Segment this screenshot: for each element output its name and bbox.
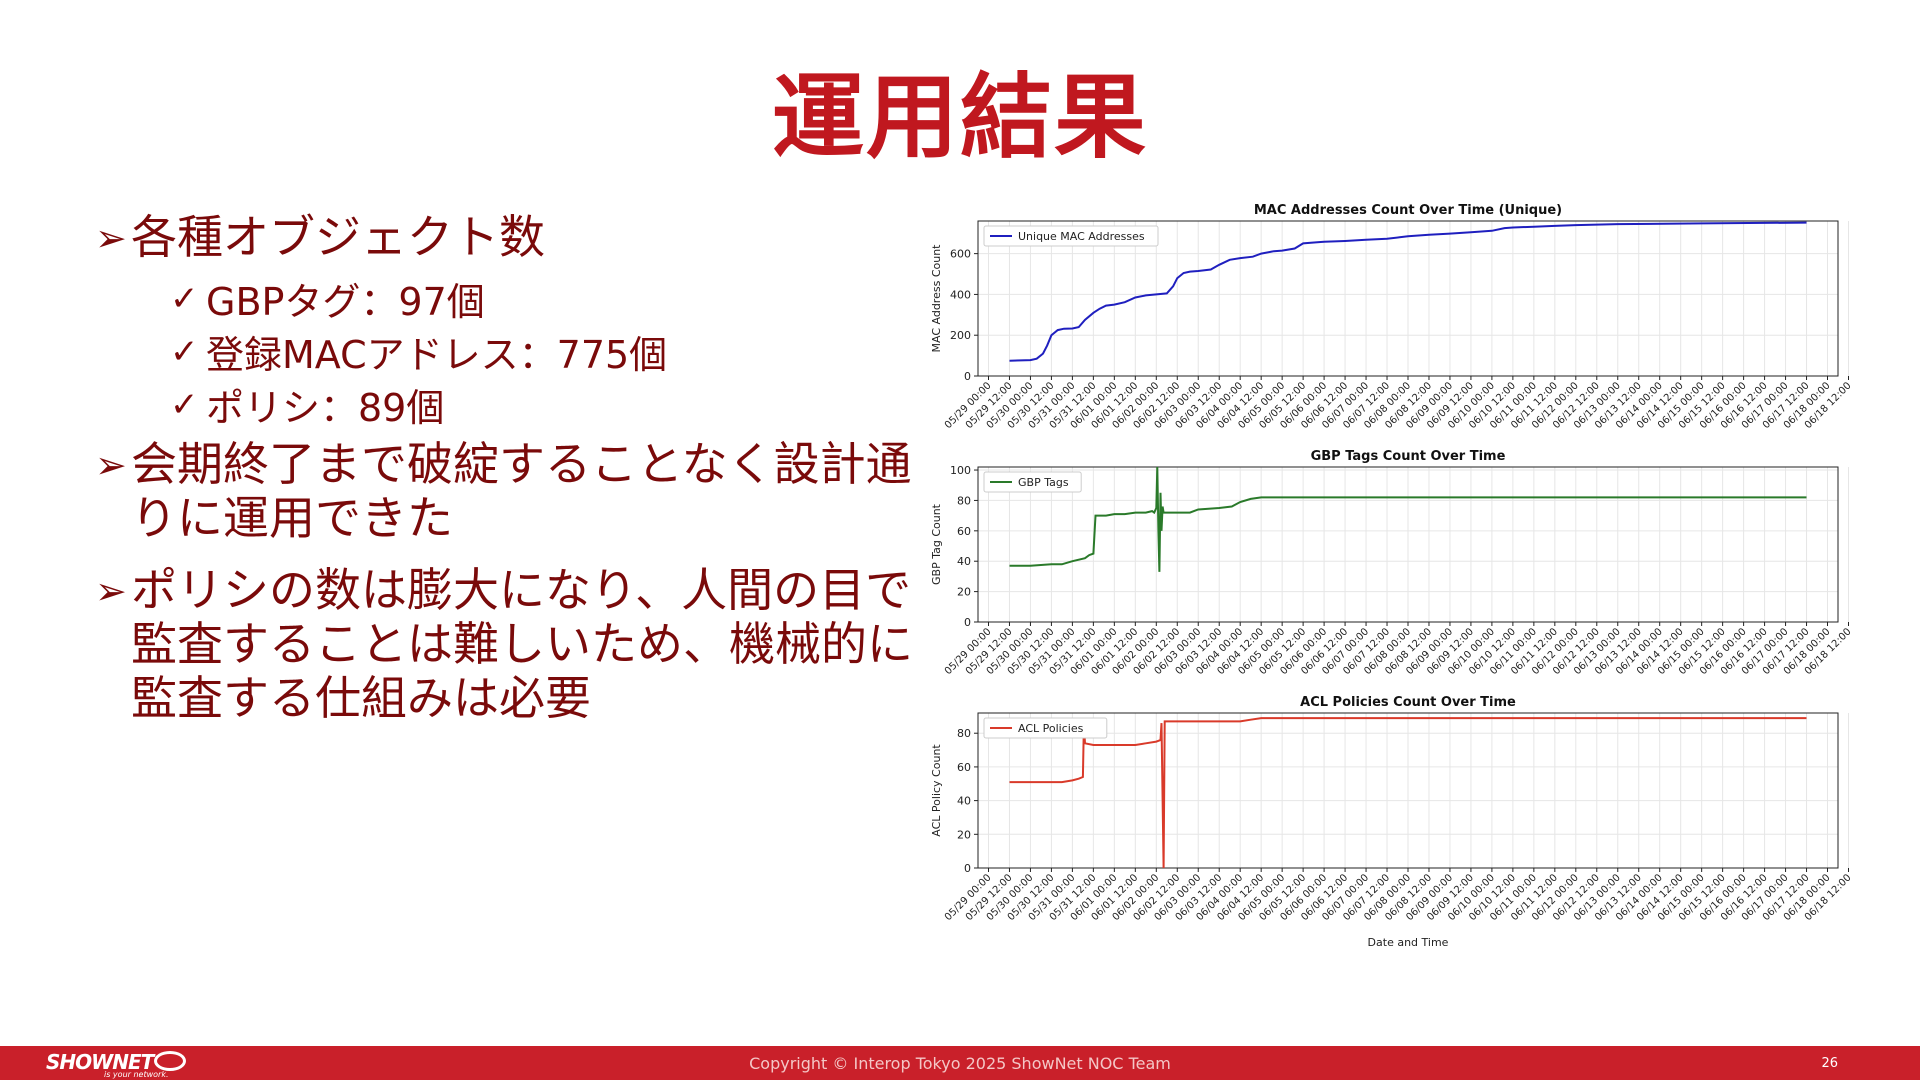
arrow-bullet-icon: ➢ <box>95 216 127 260</box>
bullet-item: ➢ 各種オブジェクト数 <box>95 210 915 266</box>
series-line <box>1009 466 1807 572</box>
page-number: 26 <box>1821 1056 1838 1071</box>
sub-item: ✓ ポリシ：89個 <box>170 378 915 431</box>
charts-figure: MAC Addresses Count Over Time (Unique) 0 2… <box>930 203 1854 949</box>
x-axis-label: Date and Time <box>1368 936 1449 949</box>
series-line <box>1009 717 1807 869</box>
charts-panel: MAC Addresses Count Over Time (Unique) 0 2… <box>930 185 1860 950</box>
y-tick-label: 40 <box>957 795 971 808</box>
y-tick-label: 40 <box>957 555 971 568</box>
y-tick-label: 100 <box>950 464 971 477</box>
y-tick-label: 400 <box>950 288 971 301</box>
sub-item-text: GBPタグ：97個 <box>206 280 485 324</box>
y-tick-label: 0 <box>964 862 971 875</box>
chart-legend: GBP Tags <box>983 471 1082 493</box>
sub-item-text: ポリシ：89個 <box>206 386 445 430</box>
slide-title: 運用結果 <box>771 64 1148 171</box>
legend-box <box>983 717 1108 739</box>
bullet-list: ➢ 各種オブジェクト数 ✓ GBPタグ：97個 ✓ 登録MACアドレス：775個… <box>95 210 915 725</box>
y-tick-label: 60 <box>957 525 971 538</box>
y-tick-label: 200 <box>950 329 971 342</box>
checkmark-icon: ✓ <box>170 384 199 425</box>
y-tick-label: 600 <box>950 248 971 261</box>
legend-label: ACL Policies <box>1018 722 1084 735</box>
y-tick-label: 80 <box>957 727 971 740</box>
y-tick-label: 0 <box>964 616 971 629</box>
bullet-text: ポリシの数は膨大になり、人間の目で監査することは難しいため、機械的に監査する仕組… <box>131 563 913 725</box>
legend-label: Unique MAC Addresses <box>1018 230 1145 243</box>
bullet-item: ➢ ポリシの数は膨大になり、人間の目で監査することは難しいため、機械的に監査する… <box>95 563 915 725</box>
checkmark-icon: ✓ <box>170 278 199 319</box>
sub-item-text: 登録MACアドレス：775個 <box>206 333 668 377</box>
legend-box <box>983 471 1082 493</box>
series-line <box>1009 221 1807 362</box>
copyright-text: Copyright © Interop Tokyo 2025 ShowNet N… <box>749 1054 1171 1073</box>
shownet-logo: SHOWNET <box>46 1050 154 1074</box>
arrow-bullet-icon: ➢ <box>95 443 127 487</box>
legend-label: GBP Tags <box>1018 476 1069 489</box>
arrow-bullet-icon: ➢ <box>95 569 127 613</box>
chart-0: MAC Addresses Count Over Time (Unique) 0 2… <box>930 203 1854 431</box>
chart-1: GBP Tags Count Over Time 0 20 40 60 80 100 GBP … <box>930 449 1854 677</box>
y-tick-label: 60 <box>957 761 971 774</box>
chart-title: ACL Policies Count Over Time <box>1300 695 1516 710</box>
y-axis-label: MAC Address Count <box>930 244 943 353</box>
y-tick-label: 80 <box>957 494 971 507</box>
checkmark-icon: ✓ <box>170 331 199 372</box>
y-tick-label: 20 <box>957 828 971 841</box>
chart-legend: Unique MAC Addresses <box>983 225 1159 247</box>
footer-bar: SHOWNET is your network. Copyright © Int… <box>0 1046 1920 1080</box>
chart-title: GBP Tags Count Over Time <box>1311 449 1506 464</box>
sub-item: ✓ 登録MACアドレス：775個 <box>170 325 915 378</box>
y-tick-label: 20 <box>957 586 971 599</box>
y-tick-label: 0 <box>964 370 971 383</box>
logo-tagline: is your network. <box>104 1070 169 1079</box>
y-axis-label: GBP Tag Count <box>930 503 943 585</box>
bullet-item: ➢ 会期終了まで破綻することなく設計通りに運用できた <box>95 437 915 545</box>
y-axis-label: ACL Policy Count <box>930 744 943 837</box>
legend-box <box>983 225 1159 247</box>
chart-legend: ACL Policies <box>983 717 1108 739</box>
chart-2: ACL Policies Count Over Time 0 20 40 60 80 ACL… <box>930 695 1854 949</box>
bullet-text: 会期終了まで破綻することなく設計通りに運用できた <box>131 437 912 545</box>
sub-item: ✓ GBPタグ：97個 <box>170 272 915 325</box>
logo-oval-icon <box>154 1051 186 1071</box>
chart-title: MAC Addresses Count Over Time (Unique) <box>1254 203 1562 218</box>
bullet-text: 各種オブジェクト数 <box>131 210 545 264</box>
